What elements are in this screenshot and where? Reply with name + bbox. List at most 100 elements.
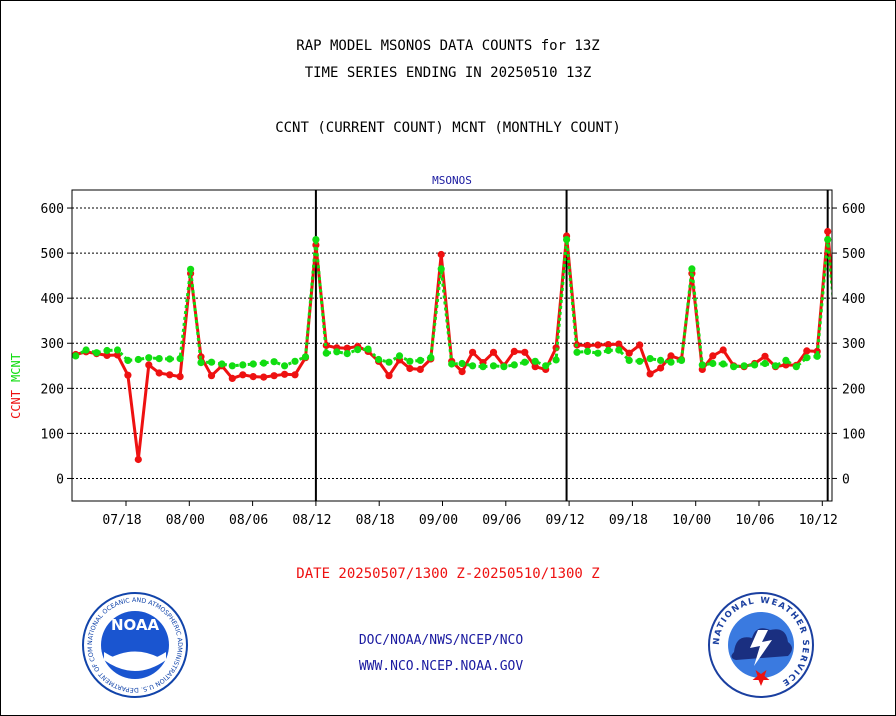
data-point-mcnt bbox=[312, 236, 320, 244]
data-point-ccnt bbox=[124, 371, 132, 379]
data-point-ccnt bbox=[176, 373, 184, 381]
data-point-mcnt bbox=[521, 358, 529, 366]
chart-title: RAP MODEL MSONOS DATA COUNTS for 13Z bbox=[296, 38, 600, 54]
data-point-ccnt bbox=[291, 371, 299, 379]
data-point-ccnt bbox=[803, 347, 811, 355]
y-tick-labels: 0 0 100 100 200 200 300 300 400 400 500 500 600 600 bbox=[41, 202, 866, 487]
data-point-ccnt bbox=[145, 361, 153, 369]
data-point-mcnt bbox=[730, 363, 738, 371]
data-point-mcnt bbox=[803, 354, 811, 362]
data-point-ccnt bbox=[343, 344, 351, 352]
time-series-chart: MSONOS CCNT MCNT 0 0 100 100 200 200 300 300 400 4… bbox=[9, 174, 866, 528]
data-point-ccnt bbox=[406, 364, 414, 373]
data-point-mcnt bbox=[824, 236, 832, 244]
data-point-mcnt bbox=[479, 363, 487, 371]
x-tick-label: 08/12 bbox=[292, 513, 331, 528]
y-tick-label-left: 500 bbox=[41, 247, 64, 262]
data-point-mcnt bbox=[187, 265, 195, 273]
data-point-ccnt bbox=[437, 250, 445, 259]
data-point-mcnt bbox=[448, 360, 456, 368]
org-path: DOC/NOAA/NWS/NCEP/NCO bbox=[358, 633, 524, 648]
data-point-ccnt bbox=[134, 455, 142, 464]
data-point-mcnt bbox=[782, 356, 790, 364]
data-point-mcnt bbox=[688, 265, 696, 273]
data-point-mcnt bbox=[343, 350, 351, 358]
data-point-mcnt bbox=[176, 355, 184, 363]
noaa-logo-text: NOAA bbox=[111, 616, 160, 634]
data-point-mcnt bbox=[155, 355, 163, 363]
data-point-mcnt bbox=[657, 356, 665, 364]
y-tick-label-left: 100 bbox=[41, 427, 64, 442]
data-point-ccnt bbox=[228, 374, 236, 382]
data-point-ccnt bbox=[615, 340, 623, 348]
y-tick-label-left: 400 bbox=[41, 292, 64, 307]
x-tick-label: 09/06 bbox=[482, 513, 521, 528]
x-tick-label: 08/18 bbox=[356, 513, 395, 528]
nws-star-icon bbox=[752, 670, 770, 686]
data-point-mcnt bbox=[469, 362, 477, 370]
data-point-mcnt bbox=[594, 349, 602, 357]
data-point-mcnt bbox=[500, 363, 508, 371]
data-point-mcnt bbox=[677, 356, 686, 364]
data-point-mcnt bbox=[604, 346, 612, 355]
data-point-mcnt bbox=[228, 362, 236, 370]
data-point-mcnt bbox=[813, 352, 821, 360]
data-point-mcnt bbox=[281, 362, 289, 370]
data-point-mcnt bbox=[291, 357, 299, 365]
data-point-ccnt bbox=[166, 371, 174, 379]
data-point-mcnt bbox=[395, 352, 404, 360]
x-tick-label: 08/00 bbox=[166, 513, 205, 528]
data-point-mcnt bbox=[437, 265, 445, 273]
series-layer bbox=[72, 227, 832, 464]
data-point-mcnt bbox=[427, 354, 435, 362]
data-point-mcnt bbox=[698, 361, 706, 369]
data-point-ccnt bbox=[260, 373, 268, 381]
data-point-ccnt bbox=[625, 349, 633, 357]
data-point-ccnt bbox=[604, 341, 612, 349]
chart-note: CCNT (CURRENT COUNT) MCNT (MONTHLY COUNT… bbox=[275, 120, 621, 136]
data-point-mcnt bbox=[542, 362, 550, 370]
data-point-ccnt bbox=[667, 352, 675, 360]
data-point-ccnt bbox=[636, 341, 644, 349]
data-point-mcnt bbox=[489, 362, 498, 370]
data-point-ccnt bbox=[385, 372, 393, 380]
x-tick-label: 09/12 bbox=[546, 513, 585, 528]
plot-title: MSONOS bbox=[432, 174, 472, 187]
data-point-mcnt bbox=[740, 362, 748, 370]
series-line-ccnt bbox=[75, 230, 832, 461]
data-point-mcnt bbox=[583, 347, 592, 355]
data-point-mcnt bbox=[667, 358, 675, 366]
data-point-mcnt bbox=[416, 356, 424, 364]
data-point-ccnt bbox=[761, 352, 769, 360]
y-tick-label-right: 200 bbox=[842, 382, 865, 397]
data-point-ccnt bbox=[594, 341, 602, 349]
data-point-mcnt bbox=[197, 359, 205, 367]
data-point-ccnt bbox=[239, 371, 247, 379]
data-point-ccnt bbox=[521, 348, 529, 356]
data-point-mcnt bbox=[301, 353, 310, 361]
data-point-mcnt bbox=[375, 355, 383, 364]
data-point-ccnt bbox=[281, 370, 289, 378]
data-point-mcnt bbox=[458, 359, 466, 368]
website-link[interactable]: WWW.NCO.NCEP.NOAA.GOV bbox=[358, 659, 524, 674]
x-tick-label: 10/00 bbox=[672, 513, 711, 528]
data-point-mcnt bbox=[636, 357, 644, 365]
data-point-mcnt bbox=[93, 349, 101, 357]
data-point-mcnt bbox=[792, 363, 800, 371]
y-tick-label-right: 0 bbox=[842, 472, 850, 487]
data-point-mcnt bbox=[103, 346, 111, 355]
chart-subtitle: TIME SERIES ENDING IN 20250510 13Z bbox=[304, 65, 592, 81]
data-point-ccnt bbox=[709, 352, 717, 360]
y-tick-label-left: 200 bbox=[41, 382, 64, 397]
plot-border bbox=[71, 189, 833, 502]
data-point-mcnt bbox=[625, 356, 633, 364]
y-tick-label-right: 600 bbox=[842, 202, 865, 217]
data-point-mcnt bbox=[385, 358, 393, 366]
y-tick-label-right: 100 bbox=[842, 427, 865, 442]
data-point-mcnt bbox=[249, 360, 257, 368]
data-point-mcnt bbox=[354, 346, 362, 354]
y-tick-label-left: 300 bbox=[41, 337, 64, 352]
data-point-mcnt bbox=[364, 345, 372, 353]
y-tick-label-right: 400 bbox=[842, 292, 865, 307]
data-point-ccnt bbox=[207, 372, 216, 380]
